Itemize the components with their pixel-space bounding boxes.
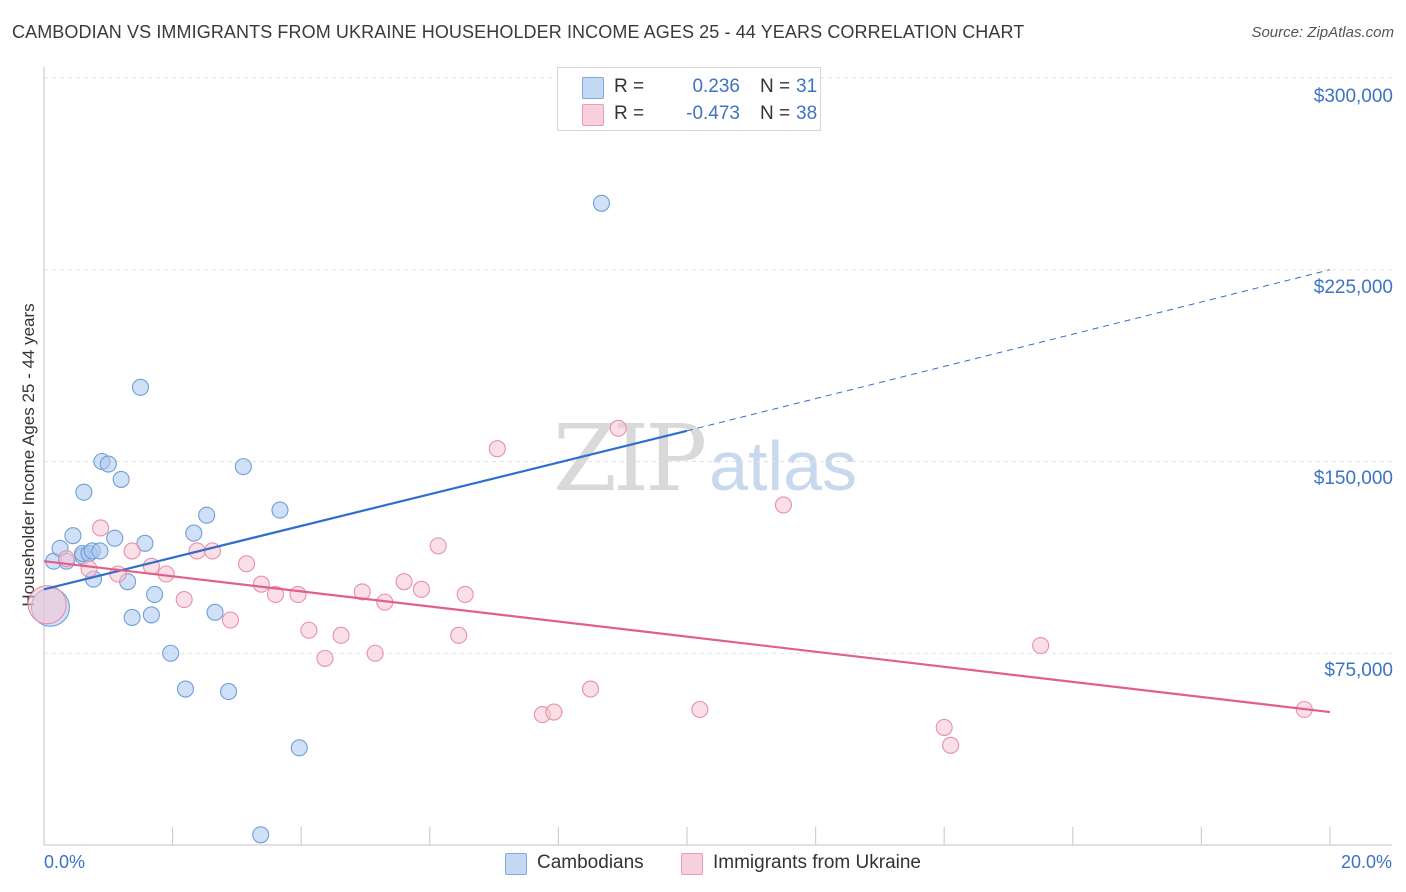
bottom-legend-swatch-ukraine	[681, 853, 703, 875]
point-cambodians-25	[198, 506, 216, 524]
watermark-atlas: atlas	[709, 427, 858, 505]
point-cambodians-17	[123, 608, 141, 627]
legend-n-value-cambodians: 31	[796, 76, 818, 97]
x-tick-label-min: 0.0%	[44, 852, 86, 872]
point-cambodians-15	[112, 470, 130, 488]
point-cambodians-23	[176, 680, 195, 698]
point-ukraine-16	[300, 621, 318, 639]
source-credit: Source: ZipAtlas.com	[1251, 24, 1394, 41]
point-cambodians-7	[75, 483, 93, 501]
bottom-legend-label-cambodians: Cambodians	[537, 852, 644, 873]
point-ukraine-27	[488, 440, 506, 458]
point-ukraine-14	[266, 585, 285, 603]
point-ukraine-36	[1032, 637, 1050, 655]
legend-swatch-cambodians	[582, 77, 604, 99]
point-cambodians-31	[290, 739, 308, 757]
point-cambodians-14	[106, 529, 124, 547]
point-cambodians-21	[146, 585, 164, 603]
point-ukraine-34	[935, 718, 953, 736]
y-tick-label-150000: $150,000	[1313, 468, 1393, 489]
point-cambodians-4	[64, 527, 82, 545]
point-cambodians-11	[91, 542, 109, 560]
bottom-legend-label-ukraine: Immigrants from Ukraine	[713, 852, 921, 873]
point-ukraine-17	[316, 649, 334, 667]
point-ukraine-24	[429, 537, 447, 555]
legend-swatch-ukraine	[582, 104, 604, 126]
point-ukraine-32	[691, 700, 709, 719]
point-ukraine-13	[252, 575, 270, 593]
point-cambodians-30	[271, 501, 289, 519]
point-ukraine-22	[395, 573, 413, 591]
legend-r-label: R =	[614, 103, 645, 124]
trend-line-ukraine	[43, 560, 1331, 714]
y-tick-label-225000: $225,000	[1313, 277, 1393, 298]
point-ukraine-23	[412, 580, 430, 598]
point-cambodians-27	[219, 683, 238, 701]
point-ukraine-29	[545, 703, 563, 721]
point-ukraine-35	[942, 736, 960, 754]
point-ukraine-15	[289, 585, 307, 603]
point-ukraine-33	[774, 496, 793, 514]
legend-n-label: N =	[760, 103, 791, 124]
point-ukraine-18	[332, 626, 350, 644]
legend-r-value-cambodians: 0.236	[692, 76, 740, 97]
point-cambodians-20	[142, 606, 160, 624]
point-ukraine-8	[175, 591, 193, 609]
point-cambodians-13	[99, 455, 117, 473]
point-cambodians-24	[185, 524, 203, 542]
bottom-legend-swatch-cambodians	[505, 853, 527, 875]
y-tick-label-300000: $300,000	[1313, 86, 1393, 107]
point-ukraine-2	[80, 560, 98, 578]
point-ukraine-3	[92, 519, 110, 537]
point-ukraine-5	[123, 542, 141, 560]
point-ukraine-31	[609, 419, 627, 437]
point-ukraine-19	[353, 583, 371, 601]
point-ukraine-30	[581, 680, 600, 698]
point-cambodians-22	[162, 644, 180, 662]
chart-title: CAMBODIAN VS IMMIGRANTS FROM UKRAINE HOU…	[12, 22, 1025, 42]
point-ukraine-12	[237, 555, 256, 573]
point-cambodians-32	[592, 194, 611, 212]
point-ukraine-0	[27, 585, 67, 625]
point-cambodians-26	[206, 603, 224, 621]
legend-n-value-ukraine: 38	[796, 103, 818, 124]
point-cambodians-29	[252, 826, 270, 844]
point-cambodians-19	[136, 534, 154, 552]
point-cambodians-28	[234, 458, 252, 476]
legend-r-value-ukraine: -0.473	[686, 103, 740, 124]
point-cambodians-18	[131, 378, 149, 396]
x-tick-label-max: 20.0%	[1340, 852, 1392, 872]
trend-line-cambodians-extension	[686, 269, 1331, 432]
stats-legend: R = 0.236 N = 31 R = -0.473 N = 38	[557, 67, 821, 131]
trend-line-cambodians	[43, 429, 688, 591]
point-ukraine-11	[221, 611, 240, 629]
legend-n-label: N =	[760, 76, 791, 97]
point-ukraine-20	[366, 644, 384, 662]
y-tick-label-75000: $75,000	[1324, 660, 1393, 681]
point-ukraine-26	[456, 585, 474, 603]
legend-r-label: R =	[614, 76, 645, 97]
point-ukraine-25	[450, 626, 468, 644]
